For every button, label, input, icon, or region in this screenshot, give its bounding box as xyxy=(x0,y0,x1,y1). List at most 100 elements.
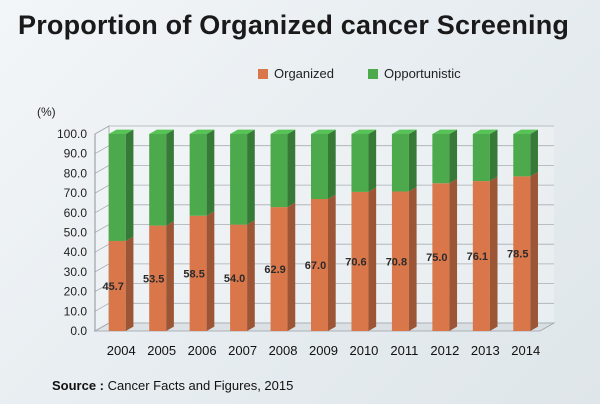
bar-opportunistic xyxy=(230,129,255,225)
bar-organized xyxy=(270,202,296,331)
bar-front xyxy=(432,134,450,184)
data-label: 78.5 xyxy=(507,249,528,261)
bar-side xyxy=(449,178,458,331)
legend-label: Opportunistic xyxy=(384,66,461,81)
y-tick-label: 0.0 xyxy=(70,324,87,338)
bar-organized xyxy=(351,187,377,331)
bar-organized xyxy=(189,211,215,331)
data-label: 70.8 xyxy=(386,256,407,268)
bar-side xyxy=(206,211,215,331)
bar-front xyxy=(149,134,167,226)
x-axis: 2004 2005 2006 2007 2008 2009 2010 2011 2012 2013… xyxy=(107,343,540,358)
x-tick-label: 2004 xyxy=(107,343,136,358)
source-label: Source : xyxy=(52,378,105,393)
bar-front xyxy=(513,134,531,177)
bar-front xyxy=(472,134,490,182)
bar-organized xyxy=(472,176,498,331)
x-tick-label: 2008 xyxy=(269,343,298,358)
bar-side xyxy=(125,236,134,331)
bar-opportunistic xyxy=(513,129,538,177)
bar-front xyxy=(189,134,207,216)
x-tick-label: 2014 xyxy=(511,343,540,358)
x-tick-label: 2007 xyxy=(228,343,257,358)
bars: 45.7 53.5 58.5 54.0 62.9 67.0 70.6 70.8 75.0 76.1… xyxy=(103,129,538,331)
data-label: 76.1 xyxy=(467,251,488,263)
chart-title: Proportion of Organized cancer Screening xyxy=(18,10,570,40)
bar-front xyxy=(311,134,328,200)
bar-organized xyxy=(391,187,417,331)
legend-swatch xyxy=(368,69,378,79)
y-axis: 0.0 10.0 20.0 30.0 40.0 50.0 60.0 70.0 80.0 90.0 1… xyxy=(57,127,96,338)
bar-side xyxy=(287,202,296,331)
bar-front xyxy=(472,181,490,331)
bar-side xyxy=(327,129,336,200)
data-label: 53.5 xyxy=(143,273,164,285)
bar-side xyxy=(530,129,538,177)
bar-top xyxy=(189,129,215,134)
x-tick-label: 2011 xyxy=(390,343,418,358)
bar-top xyxy=(472,129,498,134)
bar-side xyxy=(327,194,336,331)
bar-front xyxy=(391,191,409,331)
bar-side xyxy=(368,187,377,331)
bar-side xyxy=(125,129,134,241)
bar-top xyxy=(432,129,458,134)
bar-front xyxy=(149,225,167,331)
bar-opportunistic xyxy=(472,129,498,182)
bar-opportunistic xyxy=(108,129,134,241)
bar-top xyxy=(230,129,255,134)
bar-front xyxy=(351,134,369,192)
bar-side xyxy=(408,187,417,331)
x-tick-label: 2009 xyxy=(309,343,338,358)
bar-side xyxy=(449,129,458,184)
bar-side xyxy=(530,171,538,331)
bar-top xyxy=(513,129,538,134)
y-tick-label: 10.0 xyxy=(64,304,88,318)
bar-opportunistic xyxy=(149,129,174,226)
bar-organized xyxy=(230,220,255,331)
data-label: 70.6 xyxy=(345,256,366,268)
x-tick-label: 2010 xyxy=(349,343,378,358)
bar-front xyxy=(270,134,288,208)
bar-front xyxy=(270,207,288,331)
y-tick-label: 70.0 xyxy=(64,186,88,200)
bar-front xyxy=(230,224,248,331)
legend: Organized Opportunistic xyxy=(258,66,461,81)
bar-opportunistic xyxy=(189,129,215,216)
bar-side xyxy=(368,129,377,192)
bar-organized xyxy=(108,236,134,331)
bar-front xyxy=(432,183,450,331)
y-tick-label: 50.0 xyxy=(64,226,88,240)
y-tick-label: 60.0 xyxy=(64,206,88,220)
y-tick-label: 40.0 xyxy=(64,245,88,259)
bar-front xyxy=(513,176,531,331)
y-tick-label: 80.0 xyxy=(64,166,88,180)
bar-side xyxy=(408,129,417,192)
data-label: 62.9 xyxy=(264,264,285,276)
y-tick-label: 100.0 xyxy=(57,127,87,141)
bar-organized xyxy=(311,194,336,331)
data-label: 54.0 xyxy=(224,273,245,285)
bar-front xyxy=(108,240,126,331)
bar-organized xyxy=(432,178,458,331)
bar-opportunistic xyxy=(432,129,458,184)
data-label: 45.7 xyxy=(103,281,124,293)
bar-front xyxy=(230,134,248,225)
legend-label: Organized xyxy=(274,66,334,81)
bar-side xyxy=(206,129,215,216)
bar-side xyxy=(287,129,296,208)
gridline xyxy=(94,125,554,135)
data-label: 75.0 xyxy=(426,252,447,264)
bar-front xyxy=(311,199,328,331)
y-tick-label: 90.0 xyxy=(64,147,88,161)
x-tick-label: 2012 xyxy=(430,343,459,358)
bar-top xyxy=(311,129,336,134)
source-text: Cancer Facts and Figures, 2015 xyxy=(107,378,294,393)
x-tick-label: 2006 xyxy=(188,343,217,358)
y-tick-label: 30.0 xyxy=(64,265,88,279)
bar-opportunistic xyxy=(311,129,336,200)
bar-front xyxy=(108,134,126,241)
legend-swatch xyxy=(258,69,268,79)
bar-organized xyxy=(149,221,174,331)
bar-side xyxy=(489,176,498,331)
